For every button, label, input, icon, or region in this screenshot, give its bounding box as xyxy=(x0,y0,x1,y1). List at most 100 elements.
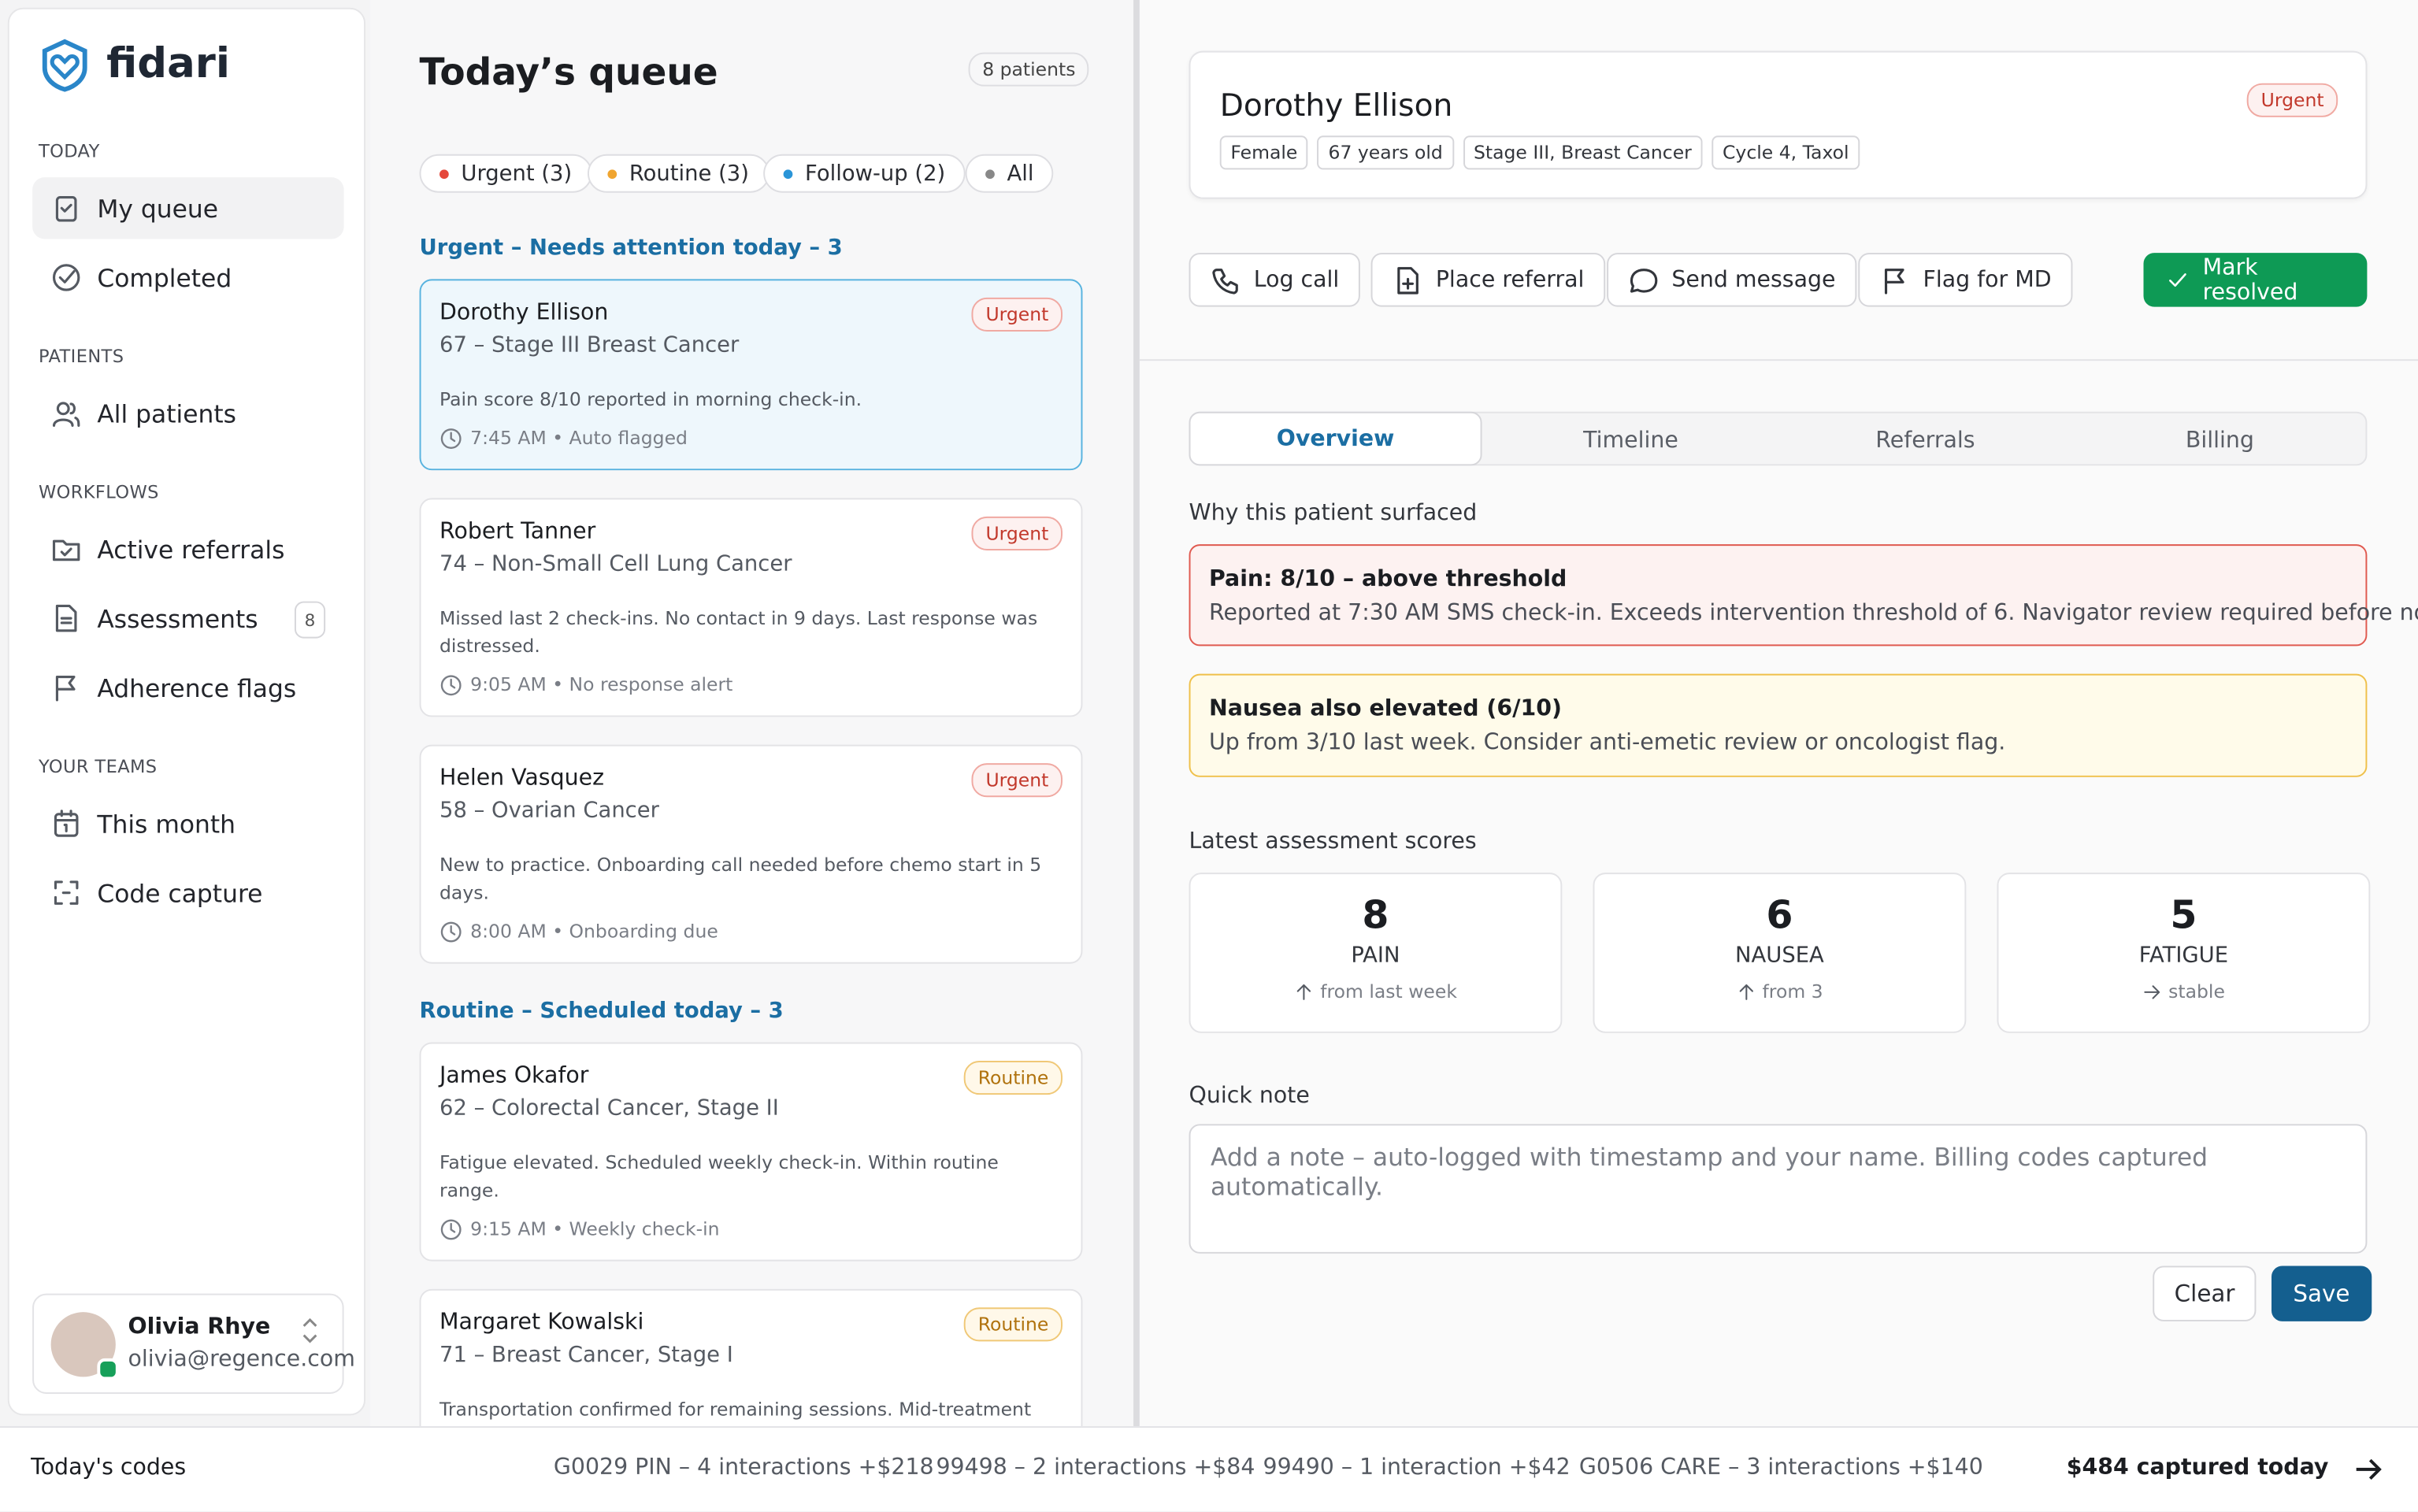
change-text: from last week xyxy=(1320,980,1457,1002)
arrow-icon[interactable] xyxy=(2353,1454,2384,1484)
time-text: 9:15 AM • Weekly check-in xyxy=(470,1217,720,1240)
change-text: stable xyxy=(2168,980,2225,1002)
patient-header: Dorothy Ellison Urgent Female 67 years ol… xyxy=(1189,50,2368,199)
score-change: from 3 xyxy=(1594,980,1964,1002)
nav-item[interactable]: Completed xyxy=(32,246,343,308)
nav-label: This month xyxy=(97,808,236,839)
patient-card[interactable]: Urgent Dorothy Ellison 67 – Stage III Brea… xyxy=(419,279,1083,471)
user-name: Olivia Rhye xyxy=(128,1315,271,1340)
patient-detail: 62 – Colorectal Cancer, Stage II xyxy=(439,1096,779,1121)
user-email: olivia@regence.com xyxy=(128,1347,355,1373)
filter-dot xyxy=(439,169,449,179)
code-item: 99498 – 2 interactions +$84 xyxy=(936,1455,1255,1480)
action-button[interactable]: Flag for MD xyxy=(1858,253,2074,307)
filter-pill[interactable]: Urgent (3) xyxy=(419,154,592,193)
patient-note: New to practice. Onboarding call needed … xyxy=(439,854,1042,904)
icon-shape xyxy=(450,1221,456,1232)
action-button[interactable]: Send message xyxy=(1607,253,1857,307)
nav-badge: 8 xyxy=(294,601,326,639)
clear-button[interactable]: Clear xyxy=(2153,1266,2257,1321)
patient-name: James Okafor xyxy=(439,1063,589,1089)
alert-box: Nausea also elevated (6/10) Up from 3/10 … xyxy=(1189,673,2368,777)
filter-pill[interactable]: Routine (3) xyxy=(587,154,770,193)
patient-card[interactable]: Routine Margaret Kowalski 71 – Breast Canc… xyxy=(419,1288,1083,1427)
patient-detail: 71 – Breast Cancer, Stage I xyxy=(439,1343,733,1368)
icon-shape xyxy=(440,921,462,942)
patient-card[interactable]: Urgent Robert Tanner 74 – Non-Small Cell L… xyxy=(419,498,1083,717)
score-card: 8 PAIN from last week xyxy=(1189,873,1563,1033)
queue-title: Today’s queue xyxy=(419,50,718,94)
icon-shape xyxy=(450,431,456,442)
icon xyxy=(1739,984,1753,999)
icon-shape xyxy=(54,810,79,832)
filter-dot xyxy=(783,169,793,179)
group-title: Routine – Scheduled today – 3 xyxy=(419,999,784,1025)
icon xyxy=(1884,268,1904,294)
icon-shape xyxy=(55,196,77,222)
section-label: WORKFLOWS xyxy=(38,480,159,503)
section-title: Quick note xyxy=(1189,1084,1310,1109)
queue-panel: Today’s queue 8 patients Urgent – Needs … xyxy=(369,0,1134,1427)
icon-shape xyxy=(52,539,80,561)
patient-detail: 67 – Stage III Breast Cancer xyxy=(439,332,740,358)
patient-name: Robert Tanner xyxy=(439,519,596,545)
tab[interactable]: Referrals xyxy=(1875,428,1975,453)
icon-shape xyxy=(1402,276,1415,289)
icon xyxy=(52,402,80,427)
user-card[interactable]: Olivia Rhye olivia@regence.com xyxy=(32,1293,355,1394)
score-change: stable xyxy=(1998,980,2368,1002)
icon-shape xyxy=(2169,272,2186,287)
queue-count: 8 patients xyxy=(968,52,1090,87)
patient-card[interactable]: Urgent Helen Vasquez 58 – Ovarian Cancer Ne… xyxy=(419,744,1083,964)
action-button[interactable]: Log call xyxy=(1189,253,1361,307)
alert-text: Reported at 7:30 AM SMS check-in. Exceed… xyxy=(1209,601,2418,626)
patient-detail: 58 – Ovarian Cancer xyxy=(439,799,659,824)
save-button[interactable]: Save xyxy=(2272,1266,2372,1321)
nav-item[interactable]: Adherence flags xyxy=(32,657,343,718)
patient-time: 7:45 AM • Auto flagged xyxy=(439,424,1063,451)
icon xyxy=(440,428,462,448)
status-badge: Routine xyxy=(964,1307,1063,1342)
nav-item[interactable]: Code capture xyxy=(32,862,343,923)
nav-item[interactable]: This month xyxy=(32,792,343,854)
note-input[interactable]: Add a note – auto-logged with timestamp … xyxy=(1189,1124,2368,1254)
action-button[interactable]: Place referral xyxy=(1370,253,1606,307)
icon-shape xyxy=(1884,268,1904,294)
patient-card[interactable]: Routine James Okafor 62 – Colorectal Cance… xyxy=(419,1042,1083,1262)
tab[interactable]: Billing xyxy=(2185,428,2254,453)
footer-total[interactable]: $484 captured today xyxy=(2066,1455,2329,1480)
icon xyxy=(440,1218,462,1240)
icon-shape xyxy=(56,402,70,416)
icon xyxy=(55,604,77,632)
nav-item[interactable]: Active referrals xyxy=(32,518,343,580)
action-label: Flag for MD xyxy=(1923,267,2052,293)
tab[interactable]: Overview xyxy=(1189,411,1482,466)
icon xyxy=(52,539,80,561)
code-item: 99490 – 1 interaction +$42 xyxy=(1263,1455,1571,1480)
nav-item[interactable]: My queue xyxy=(32,177,344,239)
logo-icon xyxy=(42,39,87,92)
resolve-button[interactable]: Mark resolved xyxy=(2143,253,2368,307)
patient-tag: 67 years old xyxy=(1317,135,1454,170)
divider xyxy=(1133,0,1140,1427)
icon-shape xyxy=(440,1218,462,1240)
nav-label: Adherence flags xyxy=(97,673,297,702)
status-badge: Urgent xyxy=(971,516,1063,550)
icon xyxy=(52,264,80,291)
patient-time: 9:05 AM • No response alert xyxy=(439,671,1063,699)
filter-label: All xyxy=(1007,161,1034,186)
filter-pill[interactable]: All xyxy=(965,154,1054,193)
nav-label: My queue xyxy=(97,193,219,223)
patient-badge: Urgent xyxy=(2247,83,2338,117)
group-title: Urgent – Needs attention today – 3 xyxy=(419,235,843,261)
nav-item[interactable]: Assessments 8 xyxy=(32,587,343,649)
nav-item[interactable]: All patients xyxy=(32,383,343,444)
status-badge: Urgent xyxy=(971,297,1063,332)
filter-pill[interactable]: Follow-up (2) xyxy=(763,154,966,193)
patient-note: Pain score 8/10 reported in morning chec… xyxy=(439,388,862,410)
icon xyxy=(440,921,462,942)
score-card: 5 FATIGUE stable xyxy=(1997,873,2371,1033)
icon xyxy=(1397,266,1419,294)
tab[interactable]: Timeline xyxy=(1583,428,1678,453)
